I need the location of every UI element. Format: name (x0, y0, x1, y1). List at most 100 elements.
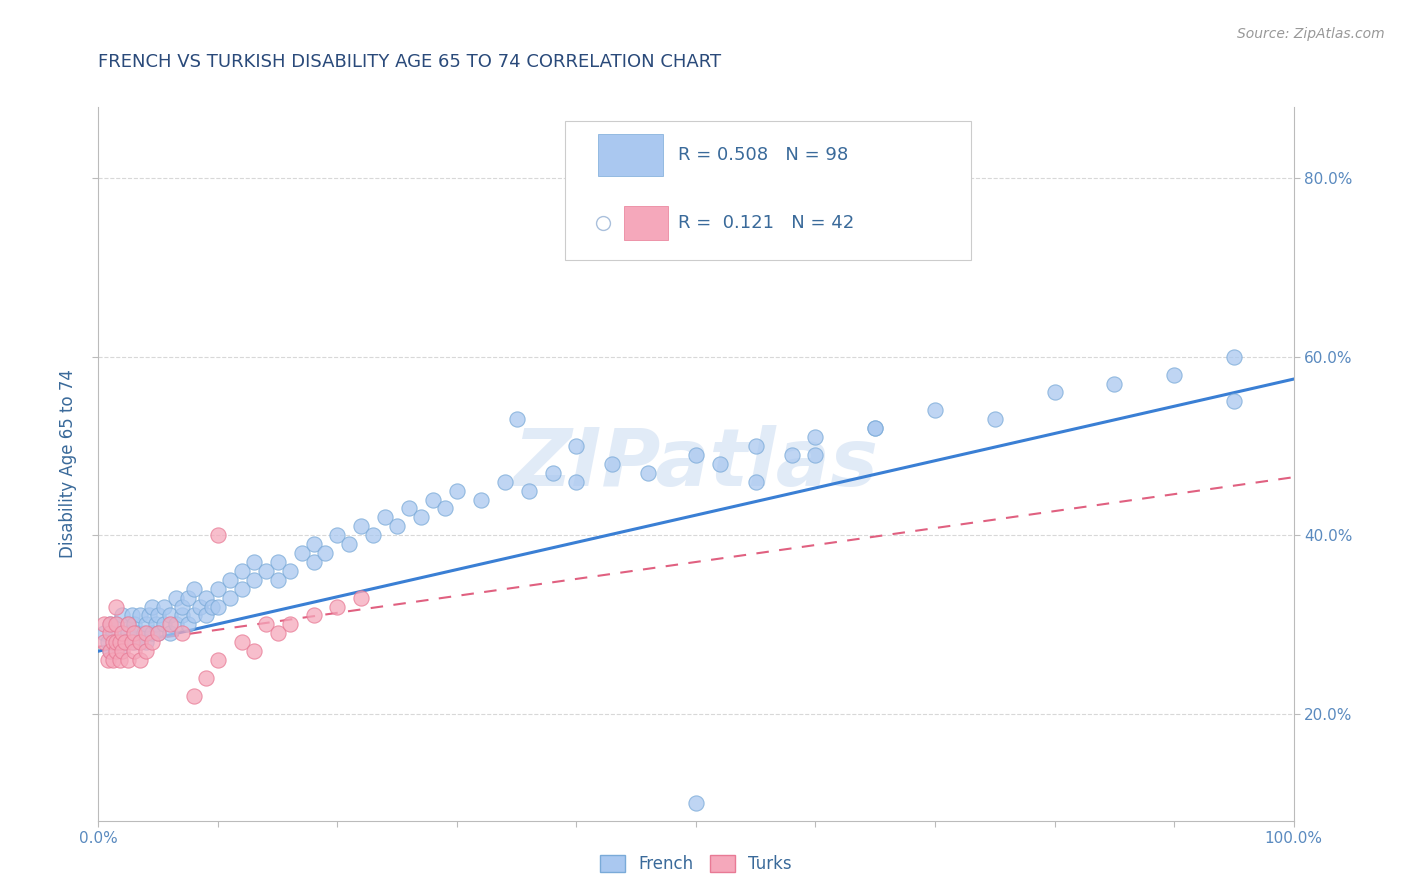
Point (148, 626, 170, 640)
Point (141, 635, 163, 649)
Point (243, 644, 266, 658)
Point (183, 582, 205, 596)
Point (153, 599, 176, 614)
Point (494, 475, 516, 489)
Point (1222, 394, 1246, 409)
Point (201, 599, 224, 614)
Point (207, 582, 229, 596)
Point (326, 599, 349, 614)
Point (165, 591, 187, 605)
Point (194, 608, 218, 623)
Point (398, 501, 420, 516)
Legend: French, Turks: French, Turks (593, 848, 799, 880)
Point (350, 519, 373, 533)
Point (98, 626, 122, 640)
Point (117, 617, 139, 632)
Point (135, 644, 157, 658)
Point (745, 439, 768, 453)
Point (1222, 350, 1246, 364)
Point (924, 403, 946, 417)
FancyBboxPatch shape (598, 134, 662, 177)
Point (374, 510, 396, 524)
Point (231, 582, 253, 596)
Point (446, 483, 468, 498)
Point (121, 608, 143, 623)
Point (159, 626, 181, 640)
Point (172, 608, 194, 623)
Point (129, 608, 152, 623)
Point (124, 617, 146, 632)
Point (153, 617, 176, 632)
Point (111, 644, 134, 658)
Point (105, 644, 128, 658)
Point (97, 635, 120, 649)
Point (148, 608, 170, 623)
Point (111, 626, 134, 640)
Point (111, 626, 134, 640)
Point (135, 626, 157, 640)
Point (135, 635, 157, 649)
Point (114, 635, 136, 649)
Point (709, 457, 731, 471)
Point (105, 599, 128, 614)
Point (804, 430, 827, 444)
Point (350, 591, 373, 605)
Point (411, 510, 433, 524)
Point (278, 617, 301, 632)
Point (745, 475, 768, 489)
Point (804, 448, 827, 462)
Point (207, 599, 229, 614)
Point (291, 546, 314, 560)
Point (125, 626, 148, 640)
Point (278, 564, 301, 578)
Point (108, 635, 131, 649)
Point (254, 617, 277, 632)
Text: R =  0.121   N = 42: R = 0.121 N = 42 (678, 214, 855, 232)
FancyBboxPatch shape (624, 206, 668, 241)
FancyBboxPatch shape (565, 121, 970, 260)
Point (105, 635, 128, 649)
Point (129, 635, 152, 649)
Y-axis label: Disability Age 65 to 74: Disability Age 65 to 74 (59, 369, 77, 558)
Point (148, 626, 170, 640)
Point (121, 635, 143, 649)
Point (267, 626, 290, 640)
Point (124, 635, 146, 649)
Point (111, 608, 134, 623)
Point (129, 635, 152, 649)
Point (315, 546, 337, 560)
Point (602, 457, 624, 471)
Point (470, 492, 492, 507)
Point (433, 501, 456, 516)
Point (1043, 385, 1066, 400)
Point (114, 635, 136, 649)
Point (302, 555, 325, 569)
Point (194, 591, 218, 605)
Point (592, 138, 614, 153)
Point (183, 689, 205, 703)
Point (177, 617, 200, 632)
Point (637, 466, 659, 480)
Point (124, 626, 146, 640)
Point (254, 564, 277, 578)
Point (243, 555, 266, 569)
Point (159, 617, 181, 632)
Point (517, 483, 540, 498)
Point (685, 243, 707, 257)
Point (422, 492, 444, 507)
Point (141, 599, 163, 614)
Point (132, 626, 155, 640)
Point (165, 617, 187, 632)
Point (93, 617, 115, 632)
Point (339, 537, 360, 551)
Point (117, 653, 139, 667)
Text: R = 0.508   N = 98: R = 0.508 N = 98 (678, 146, 848, 164)
Point (565, 439, 588, 453)
Point (105, 635, 128, 649)
Point (1102, 376, 1125, 391)
Point (98, 644, 122, 658)
Point (231, 635, 253, 649)
Point (183, 608, 205, 623)
Point (565, 475, 588, 489)
Point (984, 412, 1007, 426)
